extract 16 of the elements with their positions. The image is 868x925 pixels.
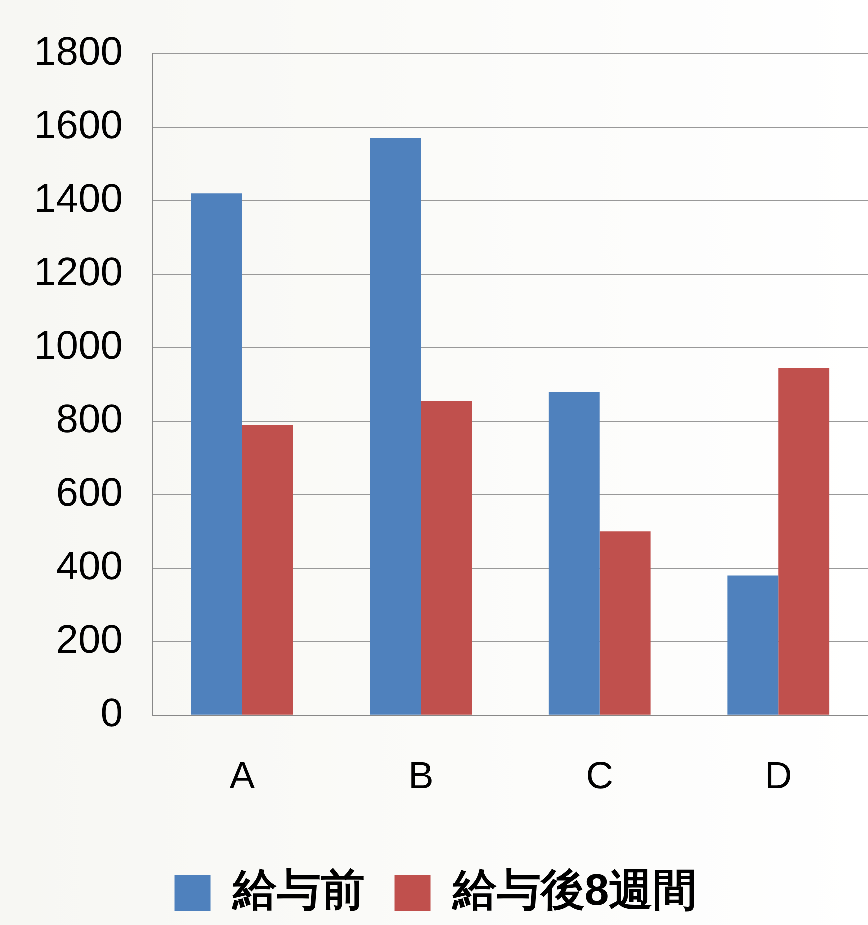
y-tick-label: 0: [100, 691, 123, 736]
y-tick-label: 600: [56, 470, 123, 515]
y-tick-label: 200: [56, 618, 123, 662]
y-tick-label: 400: [56, 544, 123, 588]
x-tick-label: C: [586, 756, 614, 798]
legend-label: 給与前: [230, 866, 365, 916]
y-tick-label: 1600: [34, 104, 123, 148]
x-tick-label: D: [764, 756, 792, 798]
y-tick-label: 1000: [34, 324, 123, 368]
x-tick-label: B: [408, 756, 434, 798]
x-tick-label: A: [230, 756, 256, 798]
legend-label: 給与後8週間: [450, 866, 698, 916]
y-tick-label: 1800: [34, 30, 123, 74]
y-tick-label: 1400: [34, 177, 123, 222]
y-tick-label: 1200: [34, 250, 123, 294]
y-tick-label: 800: [56, 397, 123, 442]
